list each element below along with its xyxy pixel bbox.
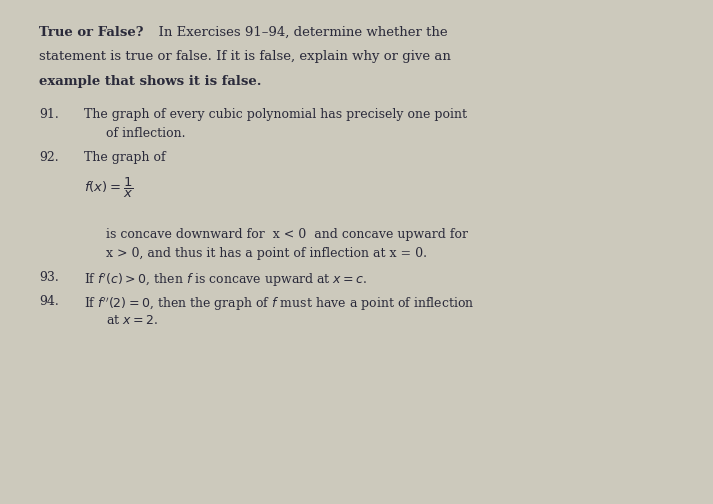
Text: 94.: 94. xyxy=(39,295,59,308)
Text: at $x = 2$.: at $x = 2$. xyxy=(106,314,158,328)
Text: If $f''(2) = 0$, then the graph of $f$ must have a point of inflection: If $f''(2) = 0$, then the graph of $f$ m… xyxy=(84,295,475,313)
Text: The graph of every cubic polynomial has precisely one point: The graph of every cubic polynomial has … xyxy=(84,108,467,121)
Text: example that shows it is false.: example that shows it is false. xyxy=(39,75,262,88)
Text: True or False?: True or False? xyxy=(39,26,144,39)
Text: is concave downward for  x < 0  and concave upward for: is concave downward for x < 0 and concav… xyxy=(106,228,468,241)
Text: 91.: 91. xyxy=(39,108,59,121)
Text: The graph of: The graph of xyxy=(84,151,165,164)
Text: 93.: 93. xyxy=(39,271,59,284)
Text: of inflection.: of inflection. xyxy=(106,127,185,140)
Text: $f(x) = \dfrac{1}{x}$: $f(x) = \dfrac{1}{x}$ xyxy=(84,175,133,200)
Text: x > 0, and thus it has a point of inflection at x = 0.: x > 0, and thus it has a point of inflec… xyxy=(106,247,426,260)
Text: In Exercises 91–94, determine whether the: In Exercises 91–94, determine whether th… xyxy=(150,26,447,39)
Text: If $f'(c) > 0$, then $f$ is concave upward at $x = c$.: If $f'(c) > 0$, then $f$ is concave upwa… xyxy=(84,271,367,289)
Text: statement is true or false. If it is false, explain why or give an: statement is true or false. If it is fal… xyxy=(39,50,451,64)
Text: 92.: 92. xyxy=(39,151,59,164)
